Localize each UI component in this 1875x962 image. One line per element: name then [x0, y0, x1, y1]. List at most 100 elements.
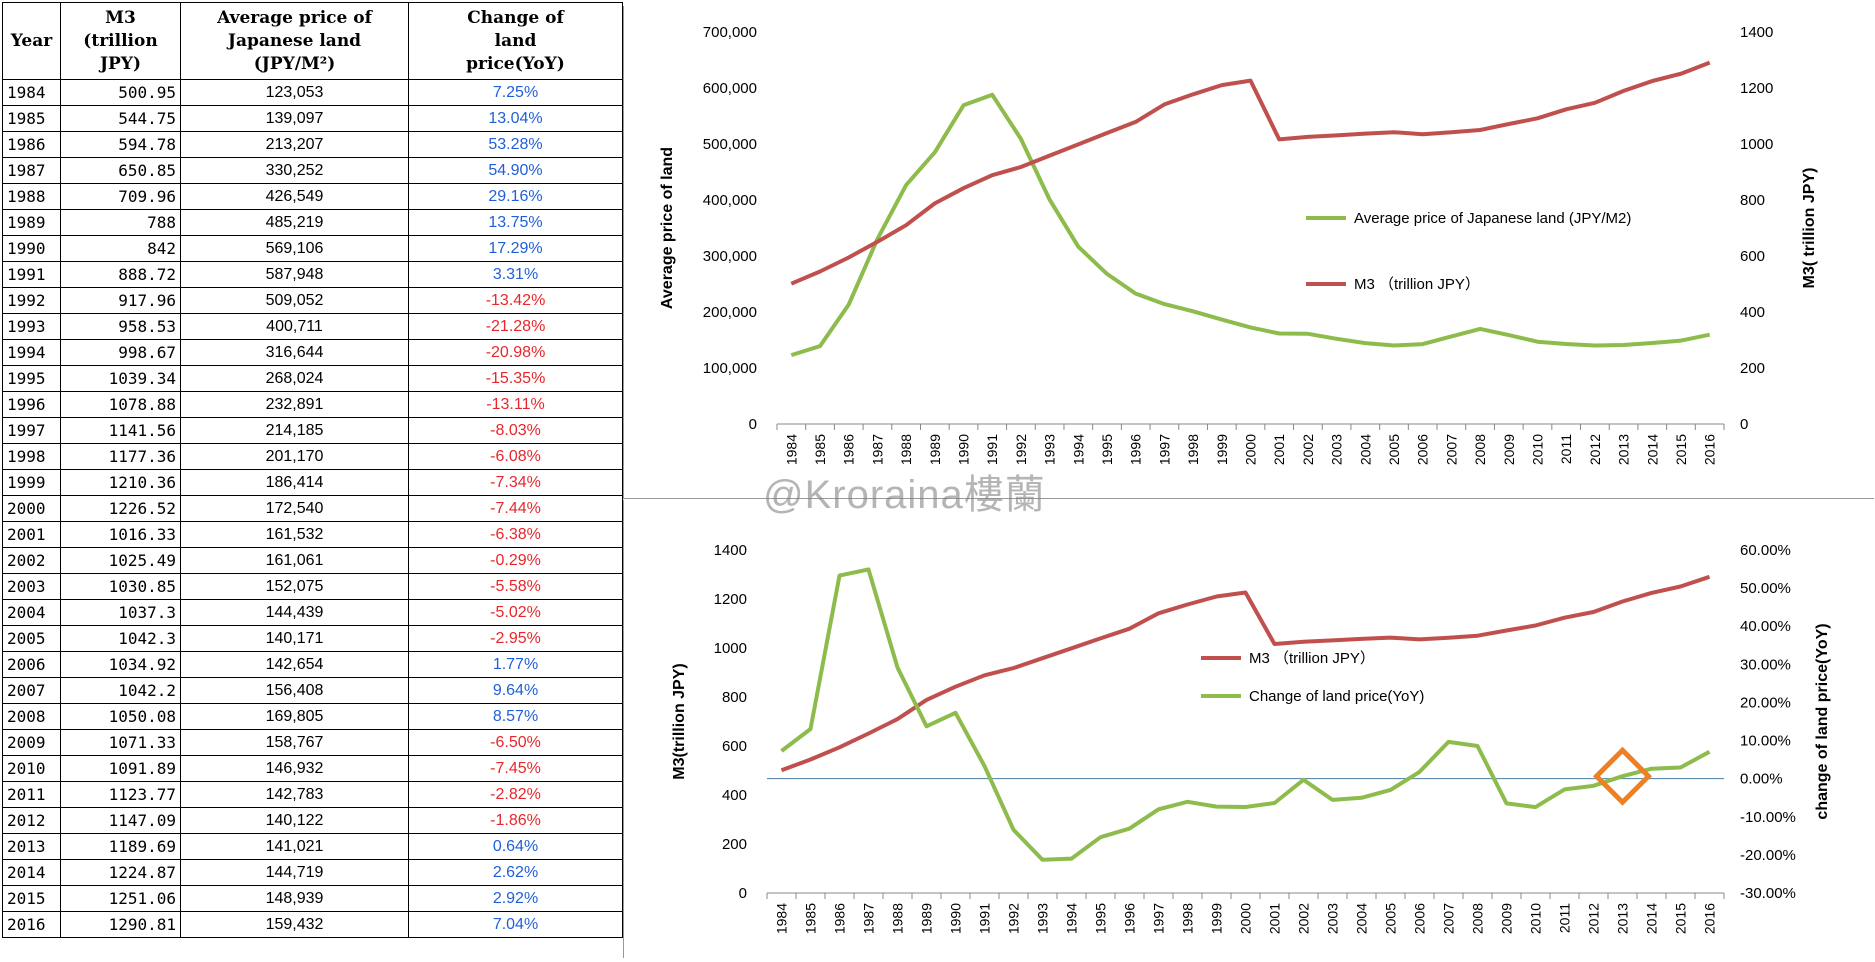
- cell-year[interactable]: 1993: [2, 313, 61, 340]
- cell-m3[interactable]: 888.72: [60, 261, 181, 288]
- cell-m3[interactable]: 1226.52: [60, 495, 181, 522]
- cell-year[interactable]: 2002: [2, 547, 61, 574]
- cell-year[interactable]: 1986: [2, 131, 61, 158]
- cell-year[interactable]: 2015: [2, 885, 61, 912]
- cell-year[interactable]: 2012: [2, 807, 61, 834]
- cell-year[interactable]: 2016: [2, 911, 61, 938]
- cell-m3[interactable]: 650.85: [60, 157, 181, 184]
- cell-change[interactable]: -13.11%: [408, 391, 623, 418]
- cell-m3[interactable]: 958.53: [60, 313, 181, 340]
- cell-m3[interactable]: 1123.77: [60, 781, 181, 808]
- cell-change[interactable]: 7.04%: [408, 911, 623, 938]
- cell-price[interactable]: 201,170: [180, 443, 409, 470]
- cell-m3[interactable]: 1039.34: [60, 365, 181, 392]
- cell-change[interactable]: 3.31%: [408, 261, 623, 288]
- cell-price[interactable]: 161,532: [180, 521, 409, 548]
- cell-change[interactable]: -7.45%: [408, 755, 623, 782]
- cell-price[interactable]: 141,021: [180, 833, 409, 860]
- cell-change[interactable]: 9.64%: [408, 677, 623, 704]
- cell-change[interactable]: 53.28%: [408, 131, 623, 158]
- cell-change[interactable]: 17.29%: [408, 235, 623, 262]
- cell-change[interactable]: 8.57%: [408, 703, 623, 730]
- cell-year[interactable]: 1999: [2, 469, 61, 496]
- cell-price[interactable]: 400,711: [180, 313, 409, 340]
- cell-m3[interactable]: 1147.09: [60, 807, 181, 834]
- cell-m3[interactable]: 1210.36: [60, 469, 181, 496]
- cell-year[interactable]: 2001: [2, 521, 61, 548]
- cell-year[interactable]: 1990: [2, 235, 61, 262]
- cell-change[interactable]: 13.04%: [408, 105, 623, 132]
- cell-price[interactable]: 214,185: [180, 417, 409, 444]
- cell-change[interactable]: -15.35%: [408, 365, 623, 392]
- cell-year[interactable]: 2003: [2, 573, 61, 600]
- cell-change[interactable]: -6.38%: [408, 521, 623, 548]
- cell-price[interactable]: 158,767: [180, 729, 409, 756]
- cell-change[interactable]: 2.92%: [408, 885, 623, 912]
- cell-year[interactable]: 1989: [2, 209, 61, 236]
- cell-change[interactable]: -1.86%: [408, 807, 623, 834]
- cell-year[interactable]: 1996: [2, 391, 61, 418]
- cell-change[interactable]: -5.02%: [408, 599, 623, 626]
- cell-m3[interactable]: 917.96: [60, 287, 181, 314]
- cell-year[interactable]: 2014: [2, 859, 61, 886]
- cell-change[interactable]: -20.98%: [408, 339, 623, 366]
- cell-m3[interactable]: 1071.33: [60, 729, 181, 756]
- cell-price[interactable]: 148,939: [180, 885, 409, 912]
- cell-price[interactable]: 156,408: [180, 677, 409, 704]
- cell-price[interactable]: 569,106: [180, 235, 409, 262]
- cell-change[interactable]: 7.25%: [408, 79, 623, 106]
- cell-m3[interactable]: 500.95: [60, 79, 181, 106]
- cell-change[interactable]: 2.62%: [408, 859, 623, 886]
- cell-m3[interactable]: 1034.92: [60, 651, 181, 678]
- cell-m3[interactable]: 1050.08: [60, 703, 181, 730]
- cell-change[interactable]: -7.44%: [408, 495, 623, 522]
- cell-m3[interactable]: 1141.56: [60, 417, 181, 444]
- cell-price[interactable]: 172,540: [180, 495, 409, 522]
- cell-price[interactable]: 509,052: [180, 287, 409, 314]
- cell-price[interactable]: 330,252: [180, 157, 409, 184]
- cell-year[interactable]: 2008: [2, 703, 61, 730]
- cell-year[interactable]: 1995: [2, 365, 61, 392]
- cell-price[interactable]: 146,932: [180, 755, 409, 782]
- cell-m3[interactable]: 1091.89: [60, 755, 181, 782]
- cell-year[interactable]: 1984: [2, 79, 61, 106]
- cell-change[interactable]: -6.50%: [408, 729, 623, 756]
- cell-price[interactable]: 123,053: [180, 79, 409, 106]
- cell-year[interactable]: 1997: [2, 417, 61, 444]
- cell-year[interactable]: 2013: [2, 833, 61, 860]
- cell-year[interactable]: 1994: [2, 339, 61, 366]
- cell-m3[interactable]: 709.96: [60, 183, 181, 210]
- cell-year[interactable]: 2007: [2, 677, 61, 704]
- cell-price[interactable]: 144,439: [180, 599, 409, 626]
- cell-m3[interactable]: 1016.33: [60, 521, 181, 548]
- cell-year[interactable]: 1998: [2, 443, 61, 470]
- cell-change[interactable]: 0.64%: [408, 833, 623, 860]
- cell-price[interactable]: 139,097: [180, 105, 409, 132]
- cell-m3[interactable]: 1251.06: [60, 885, 181, 912]
- cell-price[interactable]: 144,719: [180, 859, 409, 886]
- cell-change[interactable]: 54.90%: [408, 157, 623, 184]
- header-change[interactable]: Change of land price(YoY): [408, 2, 623, 80]
- cell-year[interactable]: 1987: [2, 157, 61, 184]
- cell-m3[interactable]: 1189.69: [60, 833, 181, 860]
- cell-price[interactable]: 587,948: [180, 261, 409, 288]
- cell-price[interactable]: 232,891: [180, 391, 409, 418]
- cell-change[interactable]: -7.34%: [408, 469, 623, 496]
- cell-year[interactable]: 2005: [2, 625, 61, 652]
- cell-price[interactable]: 169,805: [180, 703, 409, 730]
- cell-change[interactable]: 13.75%: [408, 209, 623, 236]
- cell-year[interactable]: 1988: [2, 183, 61, 210]
- cell-m3[interactable]: 1025.49: [60, 547, 181, 574]
- cell-change[interactable]: -21.28%: [408, 313, 623, 340]
- cell-price[interactable]: 268,024: [180, 365, 409, 392]
- cell-price[interactable]: 186,414: [180, 469, 409, 496]
- cell-year[interactable]: 2004: [2, 599, 61, 626]
- header-price[interactable]: Average price of Japanese land (JPY/M²): [180, 2, 409, 80]
- cell-year[interactable]: 2006: [2, 651, 61, 678]
- cell-change[interactable]: 29.16%: [408, 183, 623, 210]
- cell-price[interactable]: 316,644: [180, 339, 409, 366]
- cell-change[interactable]: -13.42%: [408, 287, 623, 314]
- cell-change[interactable]: -8.03%: [408, 417, 623, 444]
- cell-m3[interactable]: 1290.81: [60, 911, 181, 938]
- cell-m3[interactable]: 1224.87: [60, 859, 181, 886]
